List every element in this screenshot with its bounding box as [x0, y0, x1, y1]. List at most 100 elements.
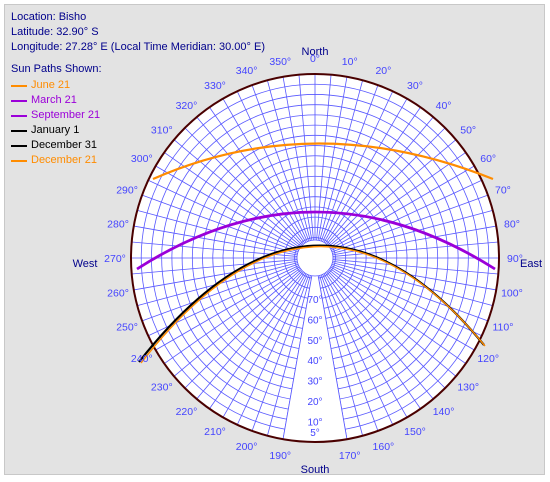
azimuth-label: 340°: [236, 65, 258, 77]
altitude-label: 30°: [307, 377, 322, 388]
sun-path-curve: [140, 246, 486, 364]
azimuth-label: 350°: [269, 56, 291, 68]
altitude-label: 20°: [307, 397, 322, 408]
location-text: Location: Bisho: [11, 11, 87, 23]
azimuth-line: [137, 209, 298, 254]
legend-label: June 21: [31, 79, 71, 91]
azimuth-label: 130°: [457, 382, 479, 394]
sun-path-diagram: 0° 10° 20° 30° 40° 50° 60° 70° 80° 90° 100° 110° 120…: [73, 46, 542, 474]
south-label: South: [301, 464, 330, 474]
azimuth-line: [164, 267, 301, 364]
azimuth-label: 310°: [151, 124, 173, 136]
azimuth-line: [173, 139, 302, 247]
azimuth-label: 260°: [107, 288, 129, 300]
azimuth-label: 120°: [477, 353, 499, 365]
altitude-label: 50°: [307, 336, 322, 347]
legend-label: January 1: [31, 124, 80, 136]
azimuth-label: 210°: [204, 426, 226, 438]
azimuth-line: [322, 91, 394, 242]
azimuth-line: [173, 269, 302, 377]
azimuth-line: [331, 179, 482, 251]
azimuth-label: 220°: [176, 406, 198, 418]
horizon-circle: [130, 73, 500, 443]
east-label: East: [520, 258, 542, 270]
azimuth-label: 40°: [436, 100, 452, 112]
azimuth-line: [133, 260, 298, 291]
azimuth-label: 240°: [131, 353, 153, 365]
legend-item: June 21: [11, 79, 151, 92]
azimuth-line: [148, 179, 299, 251]
azimuth-label: 0°: [310, 53, 320, 65]
azimuth-line: [331, 265, 482, 337]
azimuth-line: [329, 152, 466, 249]
azimuth-line: [222, 273, 307, 418]
azimuth-line: [133, 225, 298, 256]
azimuth-line: [196, 271, 304, 400]
azimuth-line: [330, 165, 475, 250]
azimuth-line: [327, 270, 446, 389]
azimuth-line: [323, 273, 408, 418]
azimuth-line: [155, 266, 300, 351]
legend-item: December 21: [11, 154, 151, 167]
azimuth-label: 170°: [339, 450, 361, 462]
legend-swatch: [11, 130, 27, 132]
azimuth-label: 250°: [116, 321, 138, 333]
azimuth-line: [319, 275, 364, 436]
azimuth-line: [184, 127, 303, 246]
azimuth-label: 60°: [480, 153, 496, 165]
legend-item: March 21: [11, 94, 151, 107]
longitude-text: Longitude: 27.28° E (Local Time Meridian…: [11, 41, 265, 53]
altitude-label: 10°: [307, 418, 322, 429]
azimuth-label: 90°: [507, 253, 523, 265]
azimuth-line: [322, 274, 394, 425]
azimuth-line: [324, 272, 421, 409]
azimuth-label: 320°: [176, 100, 198, 112]
azimuth-line: [266, 275, 311, 436]
azimuth-line: [320, 84, 379, 242]
azimuth-label: 100°: [501, 288, 523, 300]
azimuth-line: [222, 98, 307, 243]
azimuth-label: 230°: [151, 382, 173, 394]
azimuth-label: 70°: [495, 185, 511, 197]
azimuth-line: [131, 259, 298, 275]
legend-label: September 21: [31, 109, 101, 121]
azimuth-label: 110°: [492, 321, 513, 333]
altitude-label: 70°: [307, 295, 322, 306]
azimuth-line: [251, 84, 310, 242]
altitude-label: 5°: [310, 428, 320, 439]
azimuth-line: [209, 272, 306, 409]
legend-swatch: [11, 160, 27, 162]
latitude-text: Latitude: 32.90° S: [11, 26, 99, 38]
azimuth-label: 150°: [404, 426, 426, 438]
azimuth-label: 300°: [131, 153, 153, 165]
azimuth-line: [332, 259, 499, 275]
altitude-label: 60°: [307, 315, 322, 326]
azimuth-line: [209, 107, 306, 244]
azimuth-line: [332, 241, 499, 257]
azimuth-label: 20°: [375, 65, 391, 77]
legend-item: September 21: [11, 109, 151, 122]
chart-panel: 0° 10° 20° 30° 40° 50° 60° 70° 80° 90° 100° 110° 120…: [4, 4, 545, 475]
azimuth-label: 330°: [204, 80, 226, 92]
azimuth-label: 80°: [504, 218, 520, 230]
zenith-disk: [296, 239, 334, 277]
legend-title: Sun Paths Shown:: [11, 63, 102, 75]
azimuth-line: [326, 271, 434, 400]
azimuth-line: [328, 139, 457, 247]
azimuth-label: 280°: [107, 218, 129, 230]
west-label: West: [73, 258, 98, 270]
sun-path-curve: [152, 142, 494, 181]
azimuth-line: [236, 274, 308, 425]
azimuth-label: 10°: [342, 56, 358, 68]
azimuth-line: [141, 194, 299, 253]
altitude-label: 40°: [307, 356, 322, 367]
legend-swatch: [11, 115, 27, 117]
azimuth-label: 290°: [116, 185, 138, 197]
azimuth-line: [196, 116, 304, 245]
azimuth-label: 200°: [236, 441, 258, 453]
azimuth-line: [266, 80, 311, 241]
legend-swatch: [11, 145, 27, 147]
legend-swatch: [11, 85, 27, 87]
azimuth-line: [329, 267, 466, 364]
